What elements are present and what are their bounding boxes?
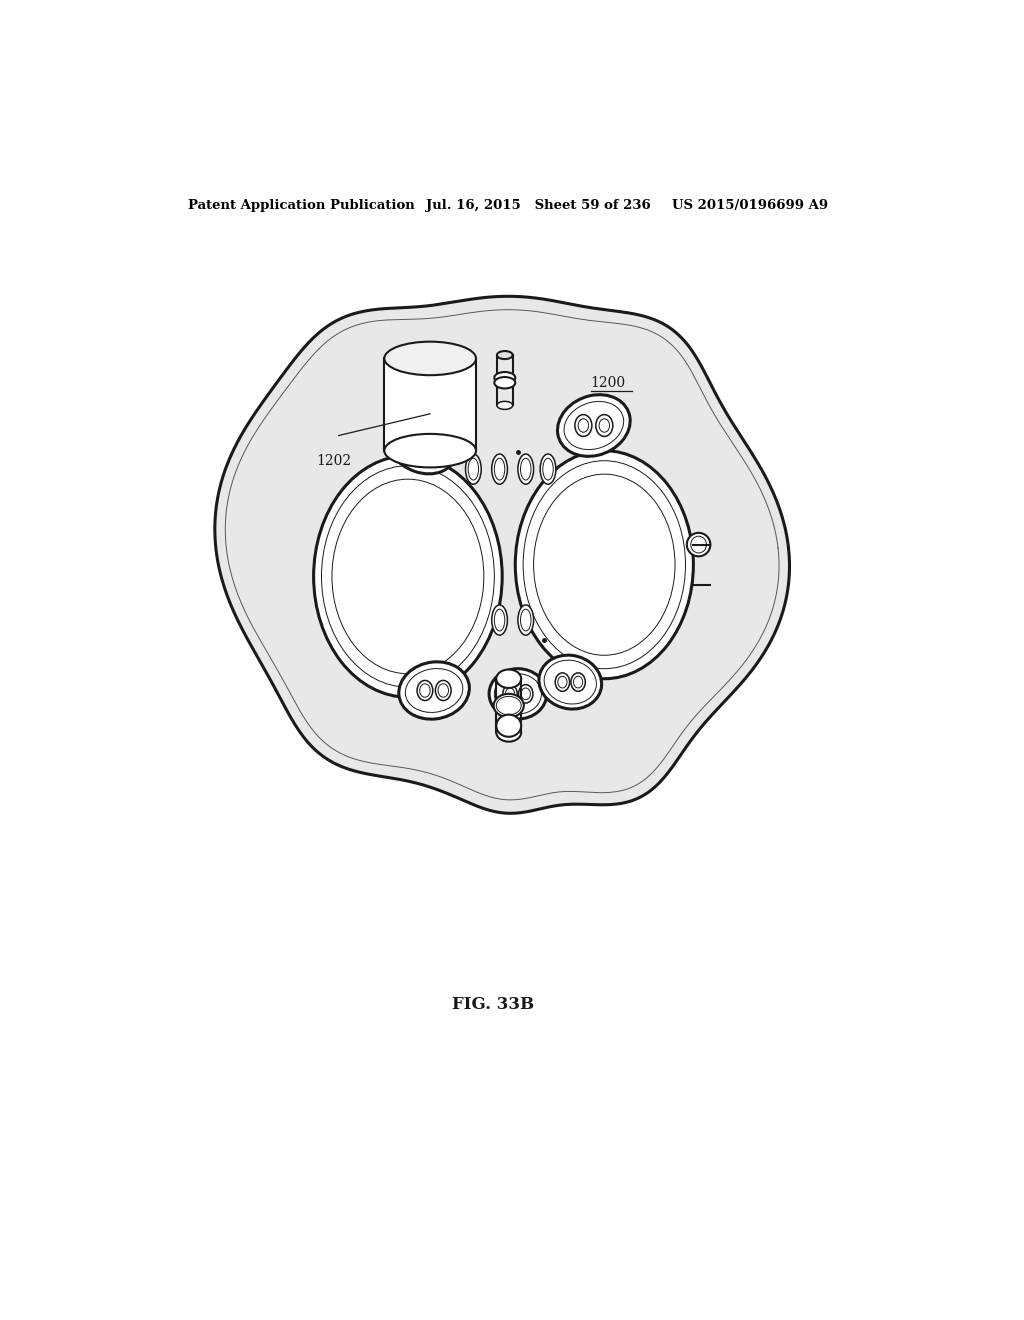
Ellipse shape bbox=[495, 673, 542, 714]
Ellipse shape bbox=[518, 605, 534, 635]
Ellipse shape bbox=[495, 609, 505, 631]
Text: US 2015/0196699 A9: US 2015/0196699 A9 bbox=[672, 199, 827, 213]
Circle shape bbox=[518, 685, 532, 704]
Ellipse shape bbox=[497, 714, 521, 737]
Circle shape bbox=[571, 673, 586, 692]
Circle shape bbox=[515, 450, 693, 678]
Circle shape bbox=[402, 432, 419, 453]
Ellipse shape bbox=[495, 378, 515, 388]
Ellipse shape bbox=[497, 723, 521, 742]
Circle shape bbox=[313, 455, 502, 697]
Circle shape bbox=[406, 436, 416, 449]
Ellipse shape bbox=[497, 351, 513, 359]
Ellipse shape bbox=[497, 401, 513, 409]
Text: 1200: 1200 bbox=[591, 376, 626, 391]
Circle shape bbox=[426, 436, 436, 449]
Ellipse shape bbox=[398, 661, 469, 719]
Ellipse shape bbox=[497, 697, 521, 715]
Ellipse shape bbox=[468, 458, 478, 480]
Ellipse shape bbox=[687, 533, 711, 556]
Ellipse shape bbox=[539, 655, 602, 709]
Circle shape bbox=[596, 414, 612, 437]
Ellipse shape bbox=[520, 609, 531, 631]
Ellipse shape bbox=[384, 434, 476, 467]
Ellipse shape bbox=[495, 372, 515, 383]
Ellipse shape bbox=[494, 694, 524, 717]
Circle shape bbox=[420, 684, 430, 697]
Text: FIG. 33B: FIG. 33B bbox=[452, 997, 535, 1014]
Ellipse shape bbox=[518, 454, 534, 484]
Circle shape bbox=[558, 676, 567, 688]
Circle shape bbox=[555, 673, 569, 692]
Ellipse shape bbox=[691, 536, 707, 553]
Ellipse shape bbox=[564, 401, 624, 450]
Ellipse shape bbox=[391, 417, 451, 467]
Polygon shape bbox=[384, 359, 476, 450]
Ellipse shape bbox=[495, 458, 505, 480]
Circle shape bbox=[417, 680, 433, 701]
Text: Patent Application Publication: Patent Application Publication bbox=[187, 199, 415, 213]
Ellipse shape bbox=[492, 454, 508, 484]
Ellipse shape bbox=[489, 669, 547, 719]
Ellipse shape bbox=[544, 660, 596, 704]
Ellipse shape bbox=[385, 411, 457, 474]
Circle shape bbox=[435, 680, 452, 701]
Ellipse shape bbox=[406, 668, 463, 713]
Circle shape bbox=[521, 688, 530, 700]
Circle shape bbox=[503, 685, 517, 704]
Ellipse shape bbox=[466, 454, 481, 484]
Circle shape bbox=[506, 688, 515, 700]
Text: Jul. 16, 2015   Sheet 59 of 236: Jul. 16, 2015 Sheet 59 of 236 bbox=[426, 199, 650, 213]
Ellipse shape bbox=[540, 454, 556, 484]
Circle shape bbox=[579, 418, 589, 432]
Text: 1202: 1202 bbox=[316, 454, 351, 469]
Ellipse shape bbox=[557, 395, 630, 457]
Circle shape bbox=[599, 418, 609, 432]
Ellipse shape bbox=[497, 669, 521, 688]
Polygon shape bbox=[215, 296, 790, 813]
Ellipse shape bbox=[520, 458, 531, 480]
Circle shape bbox=[438, 684, 449, 697]
Ellipse shape bbox=[384, 342, 476, 375]
Ellipse shape bbox=[492, 605, 508, 635]
Circle shape bbox=[423, 432, 440, 453]
Circle shape bbox=[573, 676, 583, 688]
Circle shape bbox=[574, 414, 592, 437]
Ellipse shape bbox=[543, 458, 553, 480]
